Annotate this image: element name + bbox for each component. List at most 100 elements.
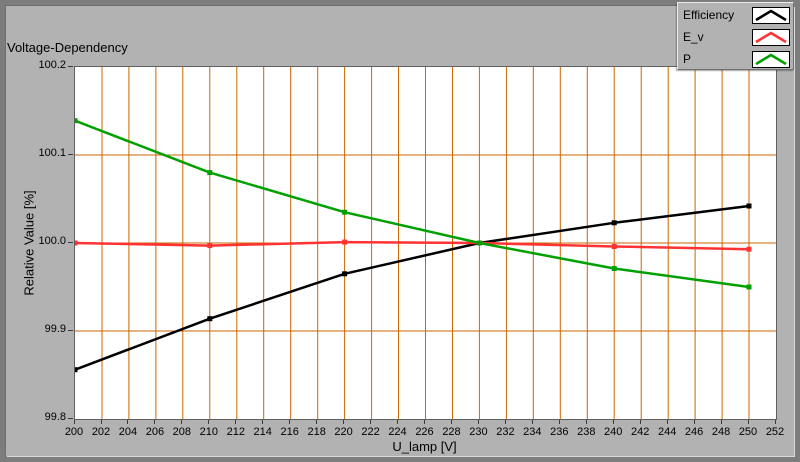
x-axis-tick — [585, 420, 587, 424]
x-tick-label: 250 — [738, 426, 758, 438]
legend-line-style-box[interactable] — [752, 50, 790, 68]
data-point — [611, 220, 617, 226]
x-tick-label: 208 — [172, 426, 191, 438]
x-axis-tick — [289, 420, 291, 424]
x-tick-label: 220 — [334, 426, 353, 438]
x-tick-label: 218 — [307, 426, 326, 438]
x-axis-tick — [693, 420, 695, 424]
x-axis-tick — [397, 420, 398, 424]
x-tick-label: 226 — [415, 426, 434, 438]
legend-label: P — [683, 52, 692, 66]
plot-canvas — [75, 67, 776, 419]
series-line-E_v — [75, 240, 750, 251]
y-tick-label: 100.1 — [38, 147, 66, 159]
legend-label: E_v — [683, 30, 704, 44]
x-tick-label: 224 — [388, 426, 407, 438]
x-axis-tick — [477, 420, 479, 424]
y-tick-label: 99.9 — [44, 323, 66, 335]
y-axis-tick — [68, 241, 73, 243]
data-point — [75, 367, 78, 373]
x-axis-tick — [720, 420, 722, 424]
x-axis-tick — [181, 420, 183, 424]
line-style-icon — [755, 52, 787, 65]
data-point — [746, 246, 752, 252]
x-axis-tick — [531, 420, 533, 424]
graph-title: Voltage-Dependency — [7, 40, 128, 55]
line-style-icon — [755, 8, 787, 21]
x-axis-tick — [235, 420, 237, 424]
x-tick-label: 238 — [577, 426, 596, 438]
x-axis-tick — [451, 420, 452, 424]
series-line-P — [75, 119, 750, 289]
x-tick-label: 206 — [145, 426, 165, 438]
x-axis-tick — [747, 420, 749, 424]
data-point — [746, 203, 752, 209]
x-tick-label: 236 — [550, 426, 569, 438]
data-point — [75, 118, 78, 124]
x-tick-label: 246 — [684, 426, 704, 438]
y-tick-label: 99.8 — [44, 411, 66, 423]
x-tick-label: 252 — [765, 426, 785, 438]
data-point — [611, 244, 617, 249]
y-axis-tick — [68, 153, 73, 155]
x-tick-label: 222 — [361, 426, 380, 438]
data-point — [207, 170, 213, 176]
x-tick-label: 214 — [253, 426, 272, 438]
data-point — [207, 316, 213, 322]
x-axis-tick — [127, 420, 129, 424]
y-tick-label: 100.2 — [38, 59, 66, 71]
x-axis-tick — [639, 420, 641, 424]
x-tick-label: 200 — [64, 426, 84, 438]
x-axis-tick — [370, 420, 372, 424]
panel-background: Voltage-Dependency U_lamp [V] Relative V… — [6, 2, 794, 456]
x-tick-label: 212 — [226, 426, 245, 438]
x-axis-tick — [100, 420, 102, 424]
x-tick-label: 242 — [631, 426, 650, 438]
data-point — [342, 239, 348, 245]
x-axis-tick — [612, 420, 614, 424]
x-tick-label: 204 — [118, 426, 138, 438]
x-tick-label: 230 — [469, 426, 488, 438]
legend-line-style-box[interactable] — [752, 6, 790, 24]
x-tick-label: 228 — [442, 426, 461, 438]
x-axis-tick — [316, 420, 318, 424]
x-axis-tick — [262, 420, 264, 424]
x-tick-label: 202 — [91, 426, 111, 438]
x-axis-tick — [666, 420, 668, 424]
x-tick-label: 234 — [523, 426, 542, 438]
y-axis-tick — [68, 417, 73, 419]
data-point — [611, 266, 617, 271]
x-tick-label: 244 — [658, 426, 677, 438]
x-tick-label: 216 — [280, 426, 299, 438]
x-tick-label: 232 — [496, 426, 515, 438]
data-point — [75, 240, 78, 246]
legend-item-P[interactable]: P — [683, 48, 790, 69]
x-axis-title: U_lamp [V] — [392, 439, 457, 454]
x-axis-tick — [343, 420, 345, 424]
y-axis-tick — [68, 65, 73, 67]
x-axis-tick — [208, 420, 210, 424]
data-point — [342, 209, 348, 215]
y-axis-tick — [68, 329, 73, 331]
x-axis-tick — [73, 420, 75, 424]
x-axis-tick — [558, 420, 560, 424]
x-axis-tick — [774, 420, 776, 424]
x-axis-tick — [424, 420, 425, 424]
legend-item-Efficiency[interactable]: Efficiency — [683, 4, 790, 26]
data-point — [476, 240, 482, 246]
data-point — [207, 243, 213, 249]
x-tick-label: 210 — [199, 426, 218, 438]
legend-item-E_v[interactable]: E_v — [683, 26, 790, 48]
plot-legend: Efficiency E_v P — [677, 2, 794, 70]
legend-label: Efficiency — [683, 8, 735, 22]
voltage-dependency-graph: Voltage-Dependency U_lamp [V] Relative V… — [6, 2, 794, 456]
x-tick-label: 240 — [604, 426, 623, 438]
legend-line-style-box[interactable] — [752, 28, 790, 46]
data-point — [342, 271, 348, 277]
x-tick-label: 248 — [711, 426, 731, 438]
line-style-icon — [755, 30, 787, 43]
plot-area[interactable] — [74, 66, 777, 420]
x-axis-tick — [154, 420, 156, 424]
series-line-Efficiency — [75, 204, 750, 371]
